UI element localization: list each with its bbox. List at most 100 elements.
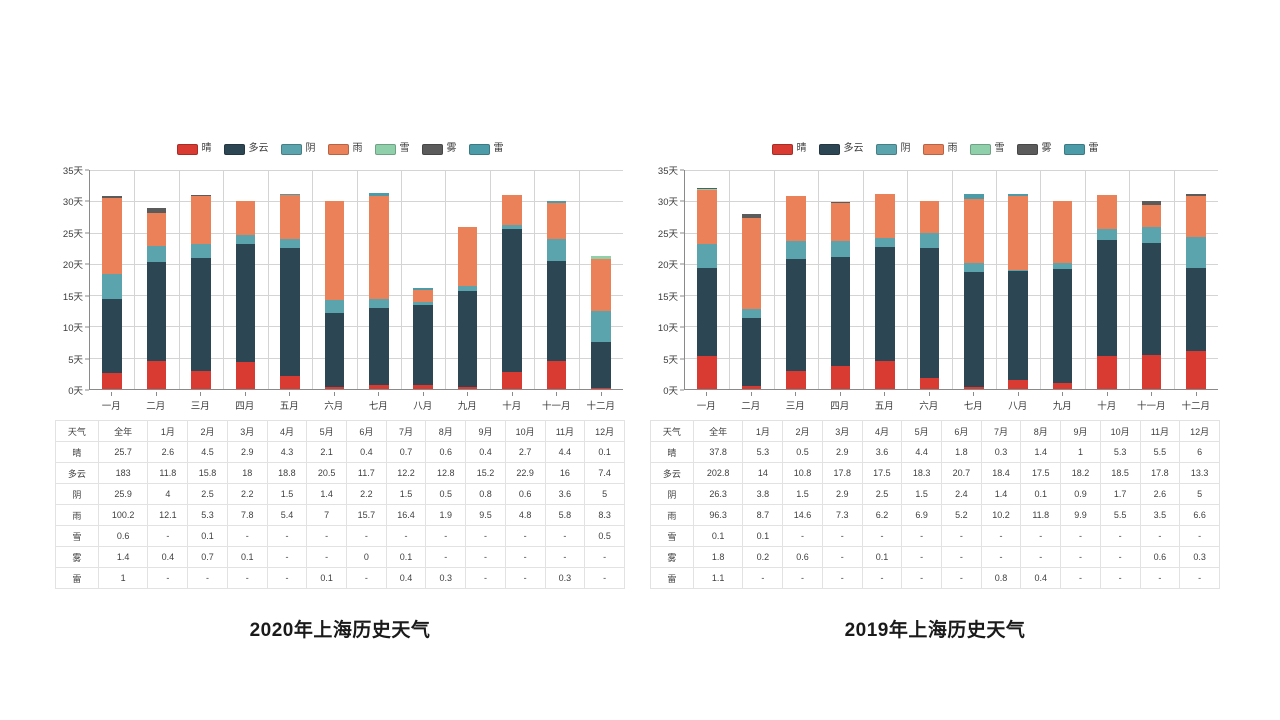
legend-item-cloudy[interactable]: 多云: [223, 143, 269, 155]
table-column-header: 天气: [55, 420, 99, 442]
stacked-bar[interactable]: [413, 288, 433, 389]
stacked-bar[interactable]: [146, 208, 167, 389]
stacked-bar[interactable]: [102, 195, 122, 389]
stacked-bar[interactable]: [786, 195, 806, 389]
bar-segment-多云: [1052, 268, 1073, 383]
stacked-bar[interactable]: [741, 213, 762, 389]
bar-segment-雨: [919, 200, 940, 234]
legend-item-sunny[interactable]: 晴: [771, 143, 807, 155]
bar-segment-晴: [235, 362, 256, 389]
table-column-header: 4月: [266, 420, 308, 442]
bar-segment-晴: [741, 385, 762, 389]
x-axis-tick-mark: [244, 392, 246, 396]
y-axis-tick-label: 20天: [657, 260, 678, 272]
table-cell: 1.4: [97, 546, 149, 568]
stacked-bar[interactable]: [1008, 193, 1028, 389]
table-cell: 3.6: [861, 441, 903, 463]
y-axis-tick-label: 5天: [663, 354, 678, 366]
page-title: 2020年上海历史天气: [249, 620, 431, 641]
stacked-bar[interactable]: [502, 195, 522, 389]
stacked-bar[interactable]: [235, 201, 256, 389]
table-cell: 9.5: [465, 504, 506, 526]
x-axis-tick-mark: [1151, 392, 1153, 396]
legend-item-cloudy[interactable]: 多云: [818, 143, 864, 155]
stacked-bar[interactable]: [963, 194, 984, 389]
stacked-bar[interactable]: [830, 201, 851, 389]
table-column-header: 7月: [980, 420, 1022, 442]
stacked-bar[interactable]: [1141, 201, 1162, 389]
table-cell: 16: [544, 462, 586, 484]
bar-segment-晴: [102, 372, 122, 389]
legend-item-overcast[interactable]: 阴: [875, 143, 911, 155]
bar-segment-雨: [235, 201, 256, 236]
table-cell: 0.5: [425, 483, 467, 505]
bar-segment-雨: [280, 195, 300, 239]
x-axis-tick-label: 十一月: [1129, 392, 1174, 414]
stacked-bar[interactable]: [919, 200, 940, 389]
table-cell: -: [465, 525, 506, 547]
table-cell: -: [544, 546, 586, 568]
stacked-bar[interactable]: [697, 188, 717, 389]
stacked-bar[interactable]: [368, 193, 389, 389]
bar-slot: [312, 170, 356, 389]
table-cell: 0.6: [1139, 546, 1181, 568]
table-cell: -: [1099, 567, 1141, 589]
table-cell: 15.2: [465, 462, 506, 484]
table-row-label: 雷: [650, 567, 694, 589]
table-cell: -: [1139, 567, 1181, 589]
legend-item-thunder[interactable]: 雷: [1063, 143, 1099, 155]
bar-segment-雨: [1097, 195, 1117, 230]
fog-swatch-icon: [1016, 143, 1038, 155]
x-axis-tick-mark: [200, 392, 202, 396]
legend-item-rain[interactable]: 雨: [327, 143, 363, 155]
x-axis-tick-label: 六月: [312, 392, 357, 414]
legend-item-fog[interactable]: 雾: [421, 143, 457, 155]
x-axis-tick-label: 十月: [1085, 392, 1130, 414]
x-axis-tick-label: 五月: [267, 392, 312, 414]
legend-item-rain[interactable]: 雨: [922, 143, 958, 155]
bar-slot: [952, 170, 996, 389]
bar-segment-晴: [786, 370, 806, 389]
table-cell: 6.9: [901, 504, 942, 526]
table-header-row: 天气 全年 1月 2月 3月 4月 5月 6月 7月 8月 9月 10月 11月 12月: [650, 420, 1220, 442]
stacked-bar[interactable]: [280, 194, 300, 389]
y-axis-tick-mark: [85, 200, 89, 202]
stacked-bar[interactable]: [457, 226, 478, 389]
bar-segment-晴: [919, 377, 940, 389]
stacked-bar[interactable]: [875, 194, 895, 389]
bar-segment-多云: [875, 246, 895, 362]
table-cell: 1.8: [941, 441, 982, 463]
bar-segment-阴: [102, 273, 122, 299]
legend-item-snow[interactable]: 雪: [969, 143, 1005, 155]
bar-slot: [179, 170, 223, 389]
legend-item-label: 多云: [248, 143, 269, 154]
legend-item-snow[interactable]: 雪: [374, 143, 410, 155]
legend-item-fog[interactable]: 雾: [1016, 143, 1052, 155]
table-cell: 37.8: [692, 441, 744, 463]
bar-segment-雨: [457, 226, 478, 287]
stacked-bar[interactable]: [324, 201, 345, 389]
table-cell: 1.7: [1099, 483, 1141, 505]
bar-slot: [90, 170, 134, 389]
stacked-bar[interactable]: [1052, 201, 1073, 389]
stacked-bar[interactable]: [591, 255, 611, 389]
table-cell: 13.3: [1179, 462, 1220, 484]
stacked-bar[interactable]: [191, 195, 211, 389]
bar-segment-多云: [741, 318, 762, 386]
legend-item-thunder[interactable]: 雷: [468, 143, 504, 155]
stacked-bar[interactable]: [1186, 193, 1206, 389]
stacked-bar[interactable]: [1097, 195, 1117, 389]
bar-slot: [534, 170, 578, 389]
table-cell: -: [980, 525, 1022, 547]
legend-item-label: 阴: [900, 143, 911, 154]
stacked-bar[interactable]: [546, 200, 567, 389]
y-axis-tick-label: 10天: [657, 323, 678, 335]
table-column-header: 10月: [504, 420, 546, 442]
table-cell: 18.3: [901, 462, 942, 484]
table-row-label: 雨: [55, 504, 99, 526]
y-axis-tick-mark: [85, 358, 89, 360]
legend-item-overcast[interactable]: 阴: [280, 143, 316, 155]
legend-item-sunny[interactable]: 晴: [176, 143, 212, 155]
table-cell: 17.8: [821, 462, 863, 484]
table-column-header: 8月: [425, 420, 467, 442]
